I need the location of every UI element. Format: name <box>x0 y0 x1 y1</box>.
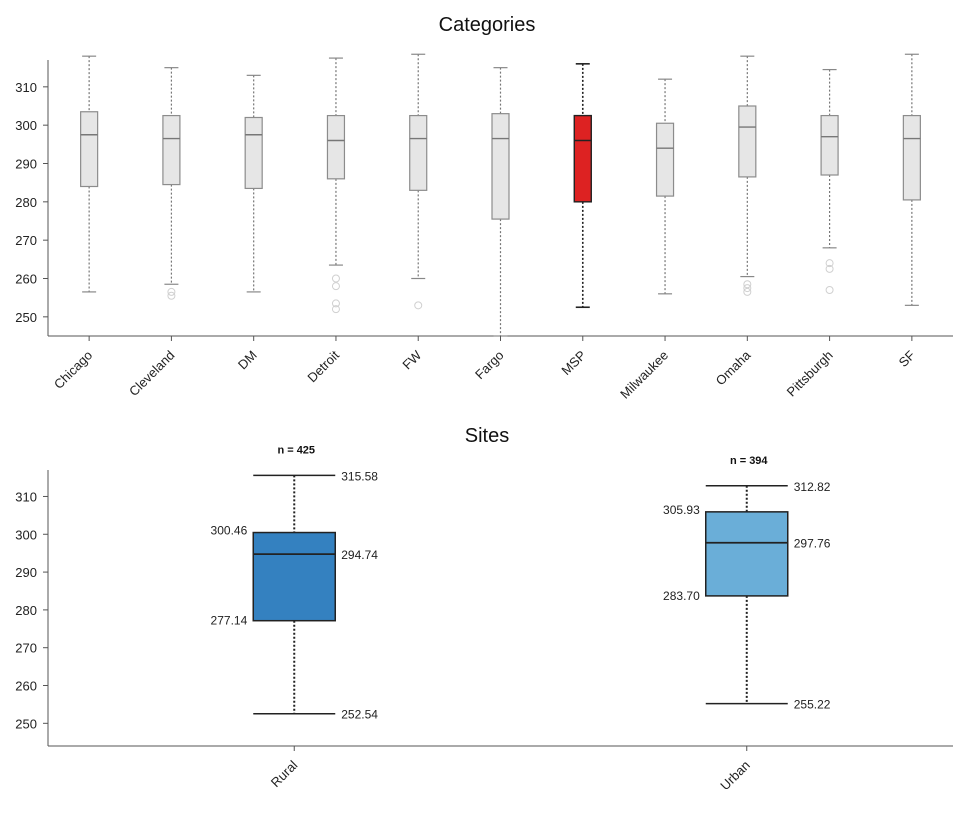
box-pittsburgh <box>820 68 839 294</box>
outlier-point <box>331 282 340 291</box>
high-value-label: 312.82 <box>794 480 831 494</box>
categories-chart: Categories 250 260 270 280 290 300 310 Chicago Cl… <box>15 14 953 402</box>
categories-x-tick-label: Chicago <box>51 348 95 392</box>
outlier-point <box>743 284 752 293</box>
box-fargo <box>491 67 510 337</box>
site-box-urban: n = 394 312.82 297.76 255.22 305.93 283.70 <box>663 455 831 712</box>
outlier-point <box>167 287 176 296</box>
box-body <box>705 511 789 597</box>
sites-chart-title: Sites <box>465 425 509 447</box>
outlier-point <box>743 287 752 296</box>
sites-y-tick-label: 280 <box>15 603 37 618</box>
box-body <box>902 114 921 201</box>
categories-y-tick-label: 290 <box>15 157 37 172</box>
box-omaha <box>738 55 757 296</box>
q1-value-label: 283.70 <box>663 589 700 603</box>
categories-y-tick-label: 280 <box>15 195 37 210</box>
categories-y-tick-label: 270 <box>15 233 37 248</box>
box-body <box>409 114 428 191</box>
outlier-point <box>331 299 340 308</box>
box-body <box>655 122 675 197</box>
low-value-label: 252.54 <box>341 708 378 722</box>
box-body <box>491 113 510 220</box>
categories-x-tick-label: Omaha <box>713 347 754 388</box>
box-body <box>738 105 757 178</box>
median-value-label: 297.76 <box>794 537 831 551</box>
categories-x-tick-label: MSP <box>558 348 589 379</box>
sites-y-tick-label: 290 <box>15 565 37 580</box>
box-fw <box>409 53 428 310</box>
categories-y-tick-label: 260 <box>15 272 37 287</box>
outlier-point <box>825 286 834 294</box>
categories-x-tick-label: Cleveland <box>126 348 177 399</box>
categories-x-tick-label: FW <box>399 347 424 372</box>
box-msp <box>573 63 592 309</box>
sites-chart: Sites 250 260 270 280 290 300 310 n = 425 315.58 2… <box>15 425 953 793</box>
q1-value-label: 277.14 <box>211 614 248 628</box>
median-value-label: 294.74 <box>341 548 378 562</box>
box-chicago <box>80 55 99 293</box>
outlier-point <box>743 280 752 289</box>
site-box-rural: n = 425 315.58 294.74 252.54 300.46 277.14 <box>211 444 379 721</box>
sites-x-tick-label: Urban <box>717 758 753 794</box>
categories-x-tick-label: Milwaukee <box>617 348 671 402</box>
box-body <box>162 114 181 186</box>
categories-y-tick-label: 310 <box>15 80 37 95</box>
box-body <box>820 114 839 176</box>
q3-value-label: 305.93 <box>663 503 700 517</box>
sites-y-tick-label: 310 <box>15 489 37 504</box>
high-value-label: 315.58 <box>341 469 378 483</box>
categories-y-tick-label: 300 <box>15 118 37 133</box>
outlier-point <box>825 264 834 273</box>
box-body <box>244 116 263 190</box>
categories-y-tick-label: 250 <box>15 310 37 325</box>
sites-y-tick-label: 300 <box>15 527 37 542</box>
outlier-point <box>331 305 340 314</box>
count-label: n = 394 <box>730 455 768 467</box>
box-dm <box>244 74 263 293</box>
box-body <box>573 114 592 203</box>
categories-x-tick-label: SF <box>896 347 918 369</box>
outlier-point <box>167 291 176 300</box>
categories-x-tick-label: DM <box>235 348 260 373</box>
outlier-point <box>331 274 340 283</box>
sites-y-tick-label: 250 <box>15 716 37 731</box>
outlier-point <box>414 301 423 310</box>
box-body <box>80 111 99 188</box>
sites-y-tick-label: 270 <box>15 641 37 656</box>
categories-x-tick-label: Fargo <box>472 348 507 383</box>
box-detroit <box>326 57 346 314</box>
q3-value-label: 300.46 <box>211 524 248 538</box>
count-label: n = 425 <box>277 444 315 456</box>
box-milwaukee <box>655 78 675 295</box>
sites-x-tick-label: Rural <box>268 757 301 790</box>
box-cleveland <box>162 67 181 300</box>
categories-chart-title: Categories <box>439 14 536 36</box>
box-body <box>252 531 336 622</box>
box-sf <box>902 53 921 306</box>
low-value-label: 255.22 <box>794 698 831 712</box>
outlier-point <box>825 259 834 268</box>
box-body <box>326 114 346 180</box>
categories-x-tick-label: Detroit <box>304 347 342 385</box>
sites-y-tick-label: 260 <box>15 679 37 694</box>
categories-x-tick-label: Pittsburgh <box>784 348 836 400</box>
